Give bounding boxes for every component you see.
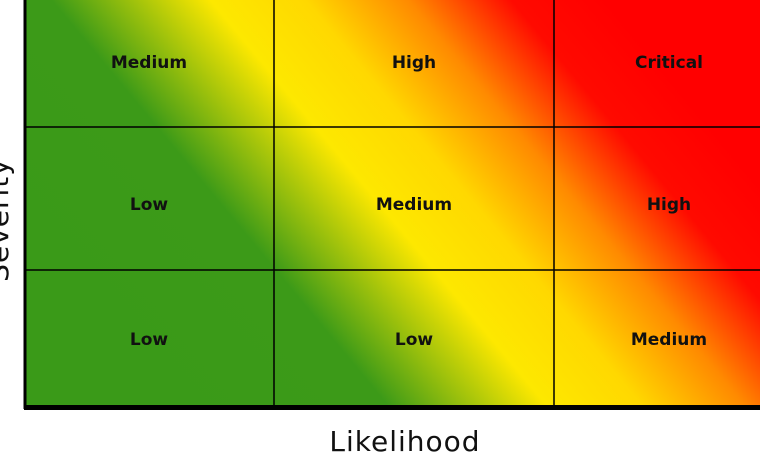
cell-label: Critical: [635, 53, 703, 73]
cell-label: High: [392, 53, 436, 73]
cell-label: Medium: [631, 330, 707, 350]
cell-label: Low: [395, 330, 434, 350]
cell-label: Low: [130, 195, 169, 215]
cell-label: Low: [130, 330, 169, 350]
y-axis-label: Severity: [0, 158, 15, 282]
x-axis-label: Likelihood: [329, 425, 480, 458]
grid-lines: [25, 0, 760, 407]
gradient-background: [25, 0, 760, 407]
cell-label: High: [647, 195, 691, 215]
cell-label: Medium: [376, 195, 452, 215]
cell-label: Medium: [111, 53, 187, 73]
cells: Medium High Critical Low Medium High Low Low Med…: [111, 53, 707, 350]
